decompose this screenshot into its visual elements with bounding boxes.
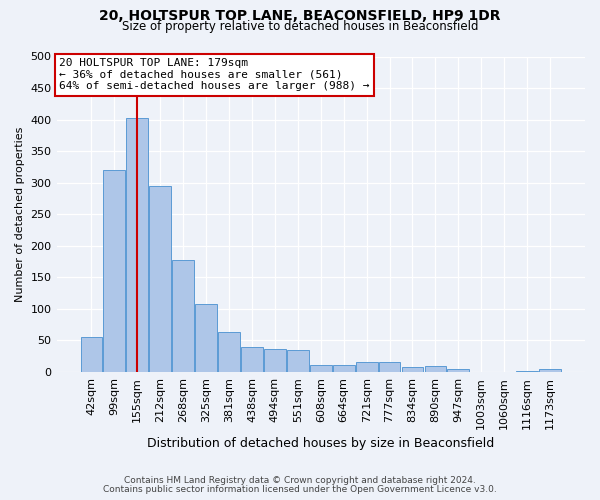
Bar [333, 365, 355, 372]
Bar [310, 365, 332, 372]
Text: 20 HOLTSPUR TOP LANE: 179sqm
← 36% of detached houses are smaller (561)
64% of s: 20 HOLTSPUR TOP LANE: 179sqm ← 36% of de… [59, 58, 370, 92]
Text: Contains public sector information licensed under the Open Government Licence v3: Contains public sector information licen… [103, 485, 497, 494]
Bar [539, 369, 561, 372]
Text: Contains HM Land Registry data © Crown copyright and database right 2024.: Contains HM Land Registry data © Crown c… [124, 476, 476, 485]
Bar [401, 367, 424, 372]
Bar [195, 304, 217, 372]
Bar [218, 332, 240, 372]
Bar [516, 370, 538, 372]
Bar [379, 362, 400, 372]
Bar [425, 366, 446, 372]
Bar [241, 346, 263, 372]
Bar [264, 348, 286, 372]
Bar [103, 170, 125, 372]
Y-axis label: Number of detached properties: Number of detached properties [15, 126, 25, 302]
Bar [80, 337, 103, 372]
Text: Size of property relative to detached houses in Beaconsfield: Size of property relative to detached ho… [122, 20, 478, 33]
Bar [172, 260, 194, 372]
Bar [127, 118, 148, 372]
X-axis label: Distribution of detached houses by size in Beaconsfield: Distribution of detached houses by size … [147, 437, 494, 450]
Bar [287, 350, 309, 372]
Bar [448, 370, 469, 372]
Bar [149, 186, 171, 372]
Bar [356, 362, 377, 372]
Text: 20, HOLTSPUR TOP LANE, BEACONSFIELD, HP9 1DR: 20, HOLTSPUR TOP LANE, BEACONSFIELD, HP9… [99, 9, 501, 23]
